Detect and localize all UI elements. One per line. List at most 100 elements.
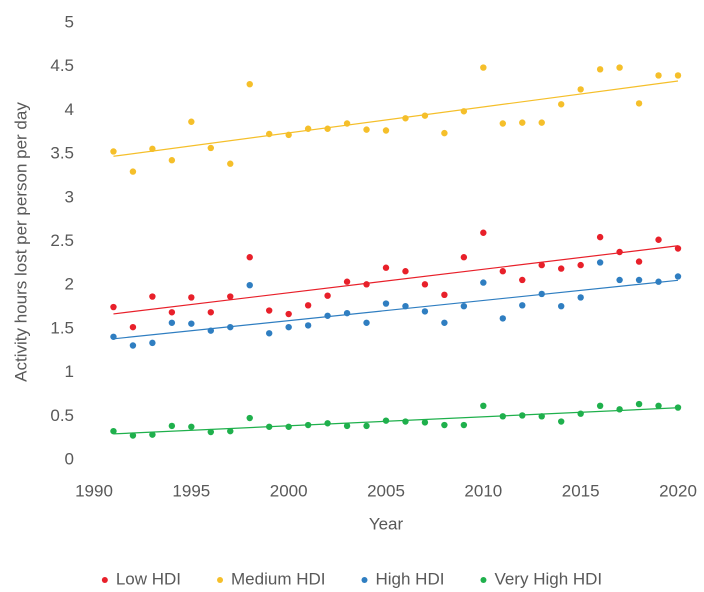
legend-marker <box>480 577 487 583</box>
data-point <box>480 229 487 236</box>
data-point <box>227 293 234 300</box>
data-point <box>227 323 234 331</box>
data-point <box>363 126 370 133</box>
legend-marker <box>361 577 368 583</box>
data-point <box>460 421 468 429</box>
x-tick-label: 2010 <box>464 481 502 500</box>
data-point <box>519 276 526 284</box>
data-point <box>324 125 331 132</box>
data-point <box>499 268 506 275</box>
data-point <box>402 268 409 275</box>
data-point <box>421 308 429 315</box>
data-point <box>402 115 409 122</box>
x-tick-label: 2000 <box>270 481 308 500</box>
x-tick-label: 2005 <box>367 481 405 500</box>
data-point <box>149 145 156 153</box>
data-point <box>382 417 390 424</box>
data-point <box>635 100 643 107</box>
legend-label: Medium HDI <box>231 569 325 588</box>
data-point <box>616 64 623 71</box>
data-point <box>382 300 390 307</box>
y-tick-label: 3 <box>65 187 74 206</box>
data-point <box>304 302 312 309</box>
data-point <box>129 432 137 439</box>
y-tick-label: 0.5 <box>50 406 74 425</box>
data-point <box>285 310 292 318</box>
data-point <box>558 101 565 108</box>
data-point <box>499 120 506 127</box>
data-point <box>266 330 273 337</box>
data-point <box>655 402 662 410</box>
data-point <box>110 303 117 311</box>
data-point <box>655 72 662 79</box>
data-point <box>266 423 273 430</box>
data-point <box>577 294 584 301</box>
data-point <box>441 291 448 299</box>
data-point <box>596 66 604 73</box>
data-point <box>558 265 565 272</box>
data-point <box>149 293 156 300</box>
data-point <box>304 125 312 132</box>
data-point <box>324 420 331 427</box>
x-axis-label: Year <box>369 514 404 533</box>
data-point <box>421 281 429 288</box>
data-point <box>343 309 351 317</box>
data-point <box>674 245 682 252</box>
data-point <box>188 423 195 430</box>
data-point <box>519 119 526 126</box>
data-point <box>227 160 234 167</box>
legend-marker <box>217 577 224 583</box>
data-point <box>168 319 176 326</box>
data-point <box>655 236 662 243</box>
data-point <box>188 294 195 301</box>
legend-label: High HDI <box>375 569 444 588</box>
data-point <box>558 302 565 310</box>
y-tick-label: 0 <box>65 449 74 468</box>
data-point <box>577 86 584 93</box>
legend-marker <box>101 577 108 583</box>
data-point <box>149 431 156 438</box>
data-point <box>402 418 409 425</box>
y-tick-label: 3.5 <box>50 144 74 163</box>
data-point <box>596 259 604 266</box>
data-point <box>382 127 390 134</box>
data-point <box>129 342 137 349</box>
trend-line <box>113 245 679 315</box>
data-point <box>538 413 545 420</box>
data-point <box>519 412 526 419</box>
data-point <box>324 292 331 299</box>
data-point <box>363 422 370 430</box>
data-point <box>538 261 545 269</box>
data-point <box>304 421 312 429</box>
data-point <box>596 402 604 410</box>
data-point <box>577 410 584 417</box>
data-point <box>266 130 273 138</box>
trend-line <box>113 80 679 157</box>
data-point <box>285 323 292 331</box>
data-point <box>635 258 643 265</box>
data-point <box>129 168 137 175</box>
data-point <box>343 278 351 285</box>
data-point <box>655 278 662 285</box>
data-point <box>499 413 506 420</box>
data-point <box>285 423 292 430</box>
data-point <box>227 427 234 435</box>
y-tick-label: 1.5 <box>50 318 74 337</box>
data-point <box>168 309 176 316</box>
data-point <box>266 307 273 314</box>
data-point <box>616 248 623 256</box>
data-point <box>538 290 545 298</box>
y-tick-label: 4.5 <box>50 56 74 75</box>
data-point <box>207 327 214 334</box>
y-tick-label: 1 <box>65 362 74 381</box>
data-point <box>577 261 584 269</box>
data-point <box>421 112 429 119</box>
data-point <box>441 319 448 326</box>
trend-line <box>113 407 679 435</box>
legend-label: Low HDI <box>116 569 181 588</box>
data-point <box>110 427 117 435</box>
data-point <box>343 120 351 127</box>
data-point <box>207 309 214 316</box>
y-tick-label: 2.5 <box>50 231 74 250</box>
data-point <box>480 279 487 286</box>
